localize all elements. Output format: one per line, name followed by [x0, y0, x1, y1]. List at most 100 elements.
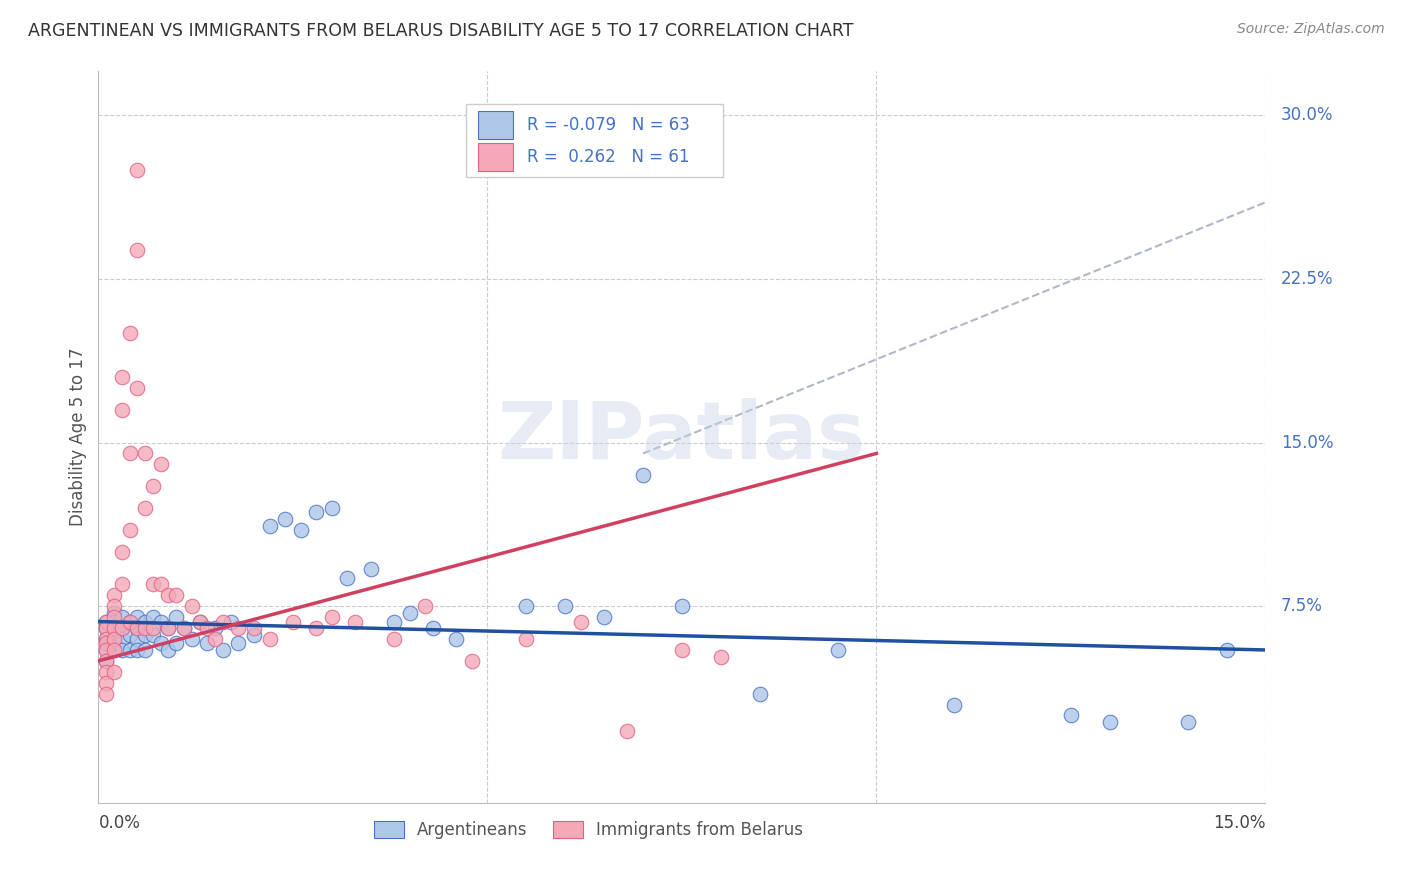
Point: [96, 632, 118, 646]
Point: [157, 588, 180, 602]
Point: [103, 636, 125, 650]
Point: [195, 636, 218, 650]
Point: [96, 621, 118, 635]
Point: [195, 621, 218, 635]
Point: [243, 628, 266, 642]
Point: [103, 615, 125, 629]
Point: [228, 621, 250, 635]
Point: [212, 643, 235, 657]
Point: [111, 621, 134, 635]
Point: [118, 523, 141, 537]
Point: [96, 654, 118, 668]
Point: [118, 446, 141, 460]
Point: [127, 643, 149, 657]
Point: [103, 599, 125, 614]
Text: 30.0%: 30.0%: [1281, 106, 1333, 124]
Point: [127, 244, 149, 258]
Point: [149, 636, 172, 650]
Point: [96, 621, 118, 635]
Point: [96, 615, 118, 629]
Point: [228, 636, 250, 650]
Point: [127, 381, 149, 395]
Point: [671, 643, 693, 657]
Point: [1215, 643, 1237, 657]
Text: R =  0.262   N = 61: R = 0.262 N = 61: [527, 148, 689, 166]
Point: [103, 632, 125, 646]
Point: [118, 326, 141, 341]
Point: [710, 649, 733, 664]
Text: ARGENTINEAN VS IMMIGRANTS FROM BELARUS DISABILITY AGE 5 TO 17 CORRELATION CHART: ARGENTINEAN VS IMMIGRANTS FROM BELARUS D…: [28, 22, 853, 40]
Legend: Argentineans, Immigrants from Belarus: Argentineans, Immigrants from Belarus: [367, 814, 810, 846]
Point: [111, 370, 134, 384]
Text: 15.0%: 15.0%: [1213, 814, 1265, 831]
Point: [1098, 714, 1121, 729]
Text: ZIPatlas: ZIPatlas: [498, 398, 866, 476]
Point: [103, 588, 125, 602]
Point: [290, 523, 312, 537]
Point: [96, 665, 118, 679]
Point: [321, 610, 343, 624]
Point: [165, 588, 187, 602]
Point: [103, 643, 125, 657]
Point: [305, 621, 328, 635]
Point: [344, 615, 367, 629]
Point: [382, 615, 405, 629]
Point: [134, 621, 156, 635]
Point: [142, 479, 165, 493]
Text: 15.0%: 15.0%: [1281, 434, 1333, 451]
Point: [259, 518, 281, 533]
Point: [180, 632, 202, 646]
Point: [569, 615, 592, 629]
Point: [165, 610, 187, 624]
Point: [382, 632, 405, 646]
Point: [96, 643, 118, 657]
Point: [96, 632, 118, 646]
Point: [127, 162, 149, 177]
Point: [127, 621, 149, 635]
Point: [515, 599, 537, 614]
Text: Source: ZipAtlas.com: Source: ZipAtlas.com: [1237, 22, 1385, 37]
Point: [118, 643, 141, 657]
Point: [111, 643, 134, 657]
Point: [259, 632, 281, 646]
Point: [96, 615, 118, 629]
Point: [118, 615, 141, 629]
Point: [149, 458, 172, 472]
Point: [188, 615, 211, 629]
Point: [827, 643, 849, 657]
Point: [943, 698, 966, 712]
Point: [134, 643, 156, 657]
Point: [616, 723, 638, 738]
Point: [1060, 708, 1083, 723]
FancyBboxPatch shape: [478, 111, 513, 138]
Point: [157, 643, 180, 657]
Point: [111, 545, 134, 559]
Point: [103, 665, 125, 679]
Point: [321, 501, 343, 516]
Point: [111, 402, 134, 417]
Point: [134, 501, 156, 516]
Point: [173, 621, 195, 635]
Point: [96, 636, 118, 650]
Point: [461, 654, 484, 668]
FancyBboxPatch shape: [465, 104, 723, 178]
Point: [142, 621, 165, 635]
Point: [413, 599, 436, 614]
Point: [336, 571, 359, 585]
Point: [1177, 714, 1199, 729]
Point: [111, 621, 134, 635]
Point: [142, 628, 165, 642]
Point: [111, 632, 134, 646]
Point: [188, 615, 211, 629]
Point: [111, 577, 134, 591]
Point: [631, 468, 654, 483]
Point: [157, 621, 180, 635]
Text: 0.0%: 0.0%: [98, 814, 141, 831]
Point: [305, 505, 328, 519]
Point: [554, 599, 576, 614]
Point: [157, 621, 180, 635]
Point: [593, 610, 616, 624]
Point: [142, 610, 165, 624]
Point: [274, 512, 297, 526]
Point: [118, 615, 141, 629]
